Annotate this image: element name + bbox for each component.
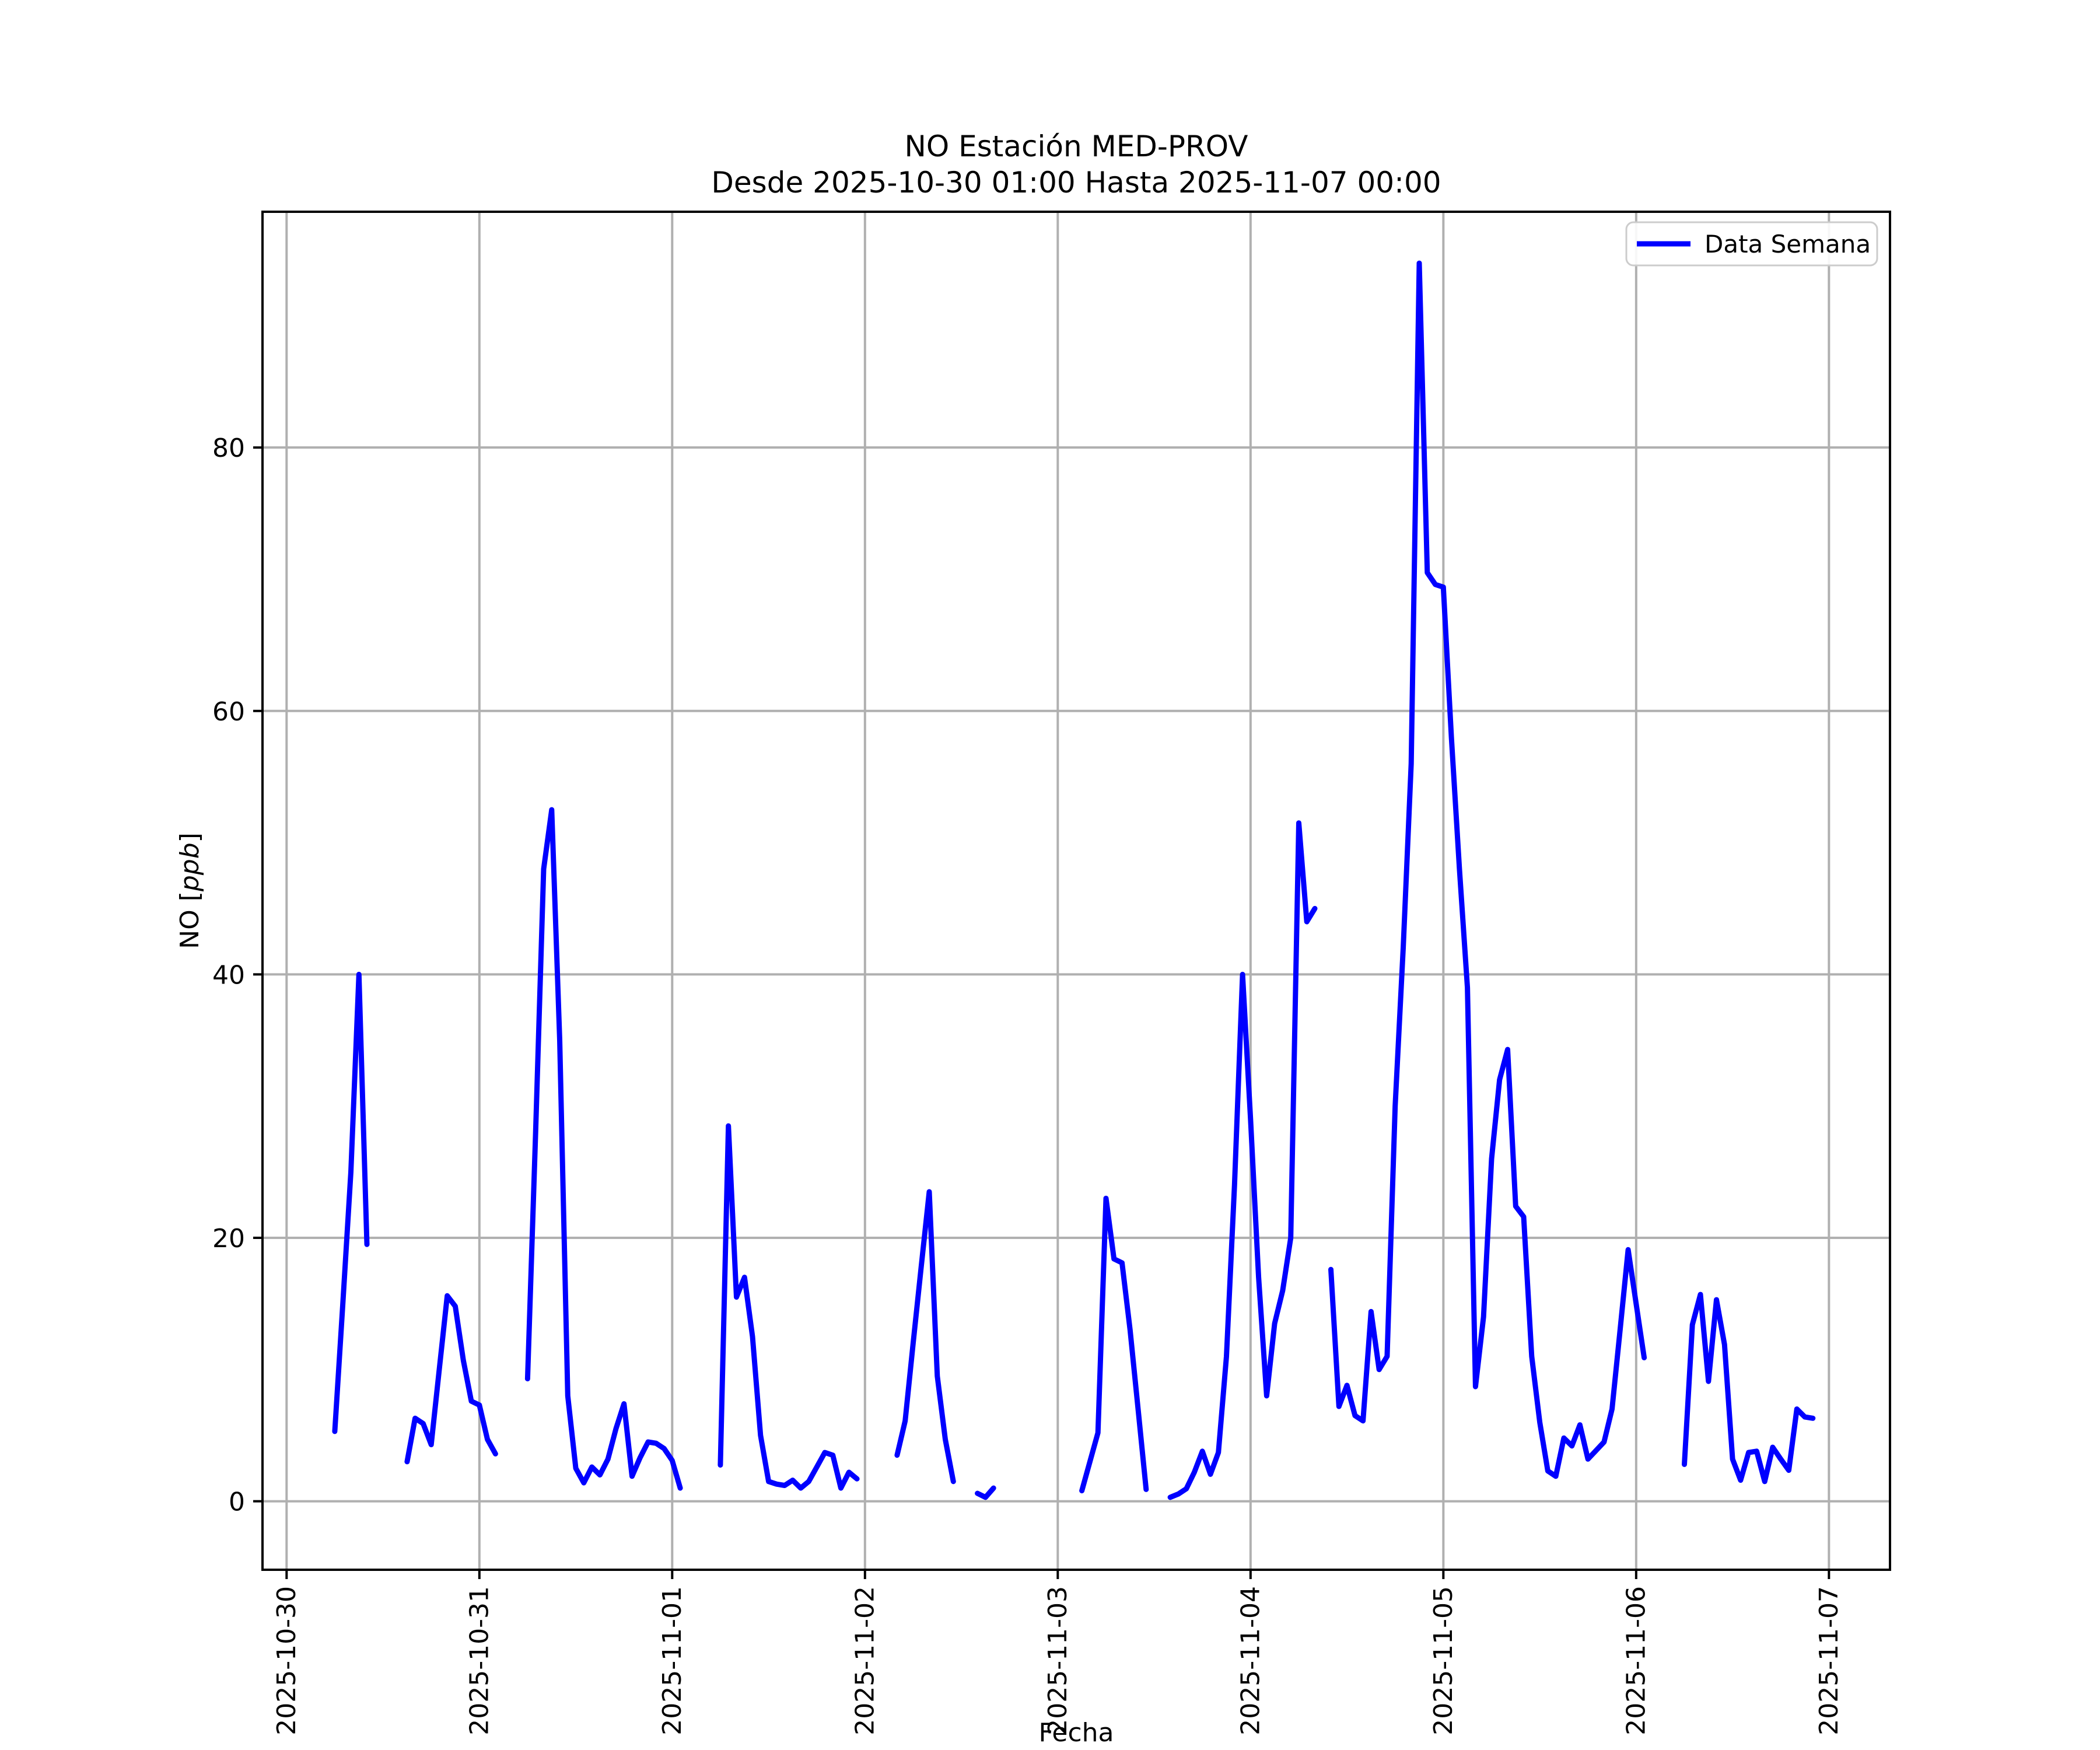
legend-box — [1625, 221, 1878, 267]
y-axis-label-prefix: NO [ — [175, 891, 205, 949]
y-axis-label-suffix: ] — [175, 832, 205, 842]
x-tick-label: 2025-10-31 — [464, 1586, 494, 1735]
y-tick-label: 20 — [212, 1224, 245, 1254]
y-tick-label: 40 — [212, 960, 245, 990]
chart-title: NO Estación MED-PROV — [905, 130, 1248, 163]
x-axis-label: Fecha — [1038, 1718, 1114, 1748]
legend: Data Semana — [1625, 221, 1878, 267]
chart-subtitle: Desde 2025-10-30 01:00 Hasta 2025-11-07 … — [711, 166, 1441, 200]
x-tick-label: 2025-11-05 — [1429, 1586, 1458, 1735]
x-tick-label: 2025-10-30 — [272, 1586, 302, 1735]
tick-layer: 2025-10-30 2025-10-31 2025-11-01 2025-11-02… — [212, 433, 1844, 1735]
x-tick-label: 2025-11-04 — [1236, 1586, 1265, 1735]
x-tick-label: 2025-11-06 — [1621, 1586, 1651, 1735]
x-tick-label: 2025-11-07 — [1814, 1586, 1844, 1735]
x-tick-label: 2025-11-02 — [850, 1586, 880, 1735]
plot-border — [261, 211, 1891, 1571]
y-axis-label: NO [ppb] — [175, 832, 205, 949]
y-axis-label-units: ppb — [175, 842, 205, 892]
grid-layer — [262, 212, 1890, 1570]
y-tick-label: 80 — [212, 433, 245, 463]
data-semana-line — [332, 260, 1816, 1500]
x-tick-label: 2025-11-03 — [1043, 1586, 1073, 1735]
y-tick-label: 0 — [229, 1488, 245, 1517]
x-tick-label: 2025-11-01 — [657, 1586, 687, 1735]
y-tick-label: 60 — [212, 697, 245, 727]
legend-label: Data Semana — [1704, 230, 1871, 258]
series-layer — [332, 260, 1816, 1500]
